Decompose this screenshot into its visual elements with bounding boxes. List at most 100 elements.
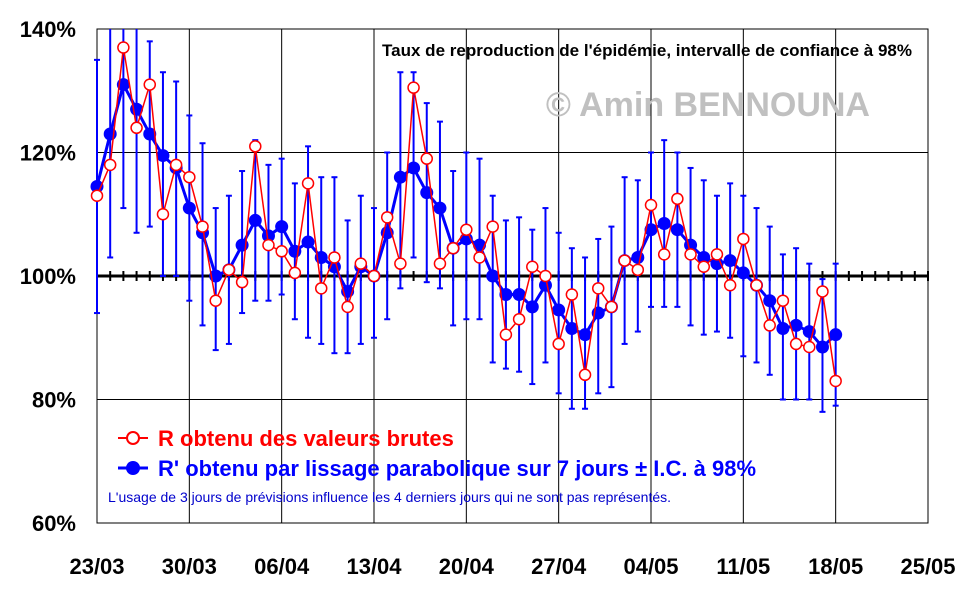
raw-point: [262, 238, 275, 252]
smooth-point: [697, 250, 711, 264]
raw-point: [552, 337, 565, 351]
plot-area: [90, 28, 929, 524]
raw-point: [90, 189, 104, 202]
raw-point: [183, 170, 196, 184]
smooth-point: [538, 278, 552, 292]
raw-point: [829, 374, 842, 388]
legend-smooth-label: R' obtenu par lissage parabolique sur 7 …: [158, 456, 756, 481]
raw-point: [156, 208, 170, 221]
smooth-point: [657, 217, 671, 231]
smooth-point: [261, 229, 275, 243]
smooth-point: [763, 294, 777, 308]
smooth-point: [248, 213, 262, 227]
smooth-point: [499, 288, 513, 302]
raw-point: [301, 177, 315, 190]
x-tick-label: 11/05: [716, 554, 770, 579]
raw-point: [420, 152, 434, 165]
raw-point: [341, 300, 354, 314]
raw-point: [460, 223, 473, 236]
y-tick-label: 140%: [20, 17, 76, 42]
smooth-point: [143, 127, 157, 141]
raw-point: [539, 269, 552, 283]
legend: R obtenu des valeurs brutes R' obtenu pa…: [108, 426, 756, 505]
raw-point: [591, 282, 605, 295]
smooth-point: [578, 328, 592, 342]
raw-point: [605, 300, 618, 314]
x-tick-label: 04/05: [623, 554, 678, 579]
raw-point: [565, 288, 579, 301]
y-tick-label: 60%: [32, 511, 76, 536]
raw-point: [367, 269, 381, 283]
raw-point: [407, 81, 420, 94]
raw-point: [394, 257, 407, 270]
raw-point: [776, 294, 790, 307]
raw-point: [526, 260, 539, 273]
raw-point: [446, 241, 460, 255]
raw-point: [222, 263, 236, 277]
raw-point: [235, 275, 249, 289]
smooth-point: [829, 328, 843, 342]
raw-point: [723, 279, 737, 292]
x-tick-label: 27/04: [531, 554, 587, 579]
y-tick-label: 80%: [32, 388, 76, 413]
raw-point: [328, 251, 341, 264]
smooth-point: [789, 318, 803, 332]
raw-point: [816, 285, 829, 298]
raw-point: [103, 158, 117, 172]
smooth-point: [407, 161, 421, 175]
raw-point: [631, 263, 645, 277]
raw-point: [684, 248, 697, 261]
series-raw: [90, 41, 842, 388]
raw-point: [789, 337, 803, 351]
raw-point: [697, 260, 711, 273]
raw-point: [117, 41, 130, 54]
x-tick-label: 13/04: [346, 554, 402, 579]
smooth-point: [736, 266, 750, 280]
smooth-point: [156, 149, 170, 163]
raw-point: [750, 279, 763, 292]
raw-point: [249, 140, 262, 153]
legend-smooth-entry: R' obtenu par lissage parabolique sur 7 …: [118, 456, 756, 481]
legend-raw-marker: [126, 431, 140, 445]
raw-point: [169, 158, 183, 172]
raw-point: [196, 220, 209, 233]
legend-raw-entry: R obtenu des valeurs brutes: [118, 426, 454, 451]
raw-point: [433, 257, 447, 270]
raw-point: [275, 245, 288, 258]
x-tick-label: 20/04: [439, 554, 495, 579]
raw-point: [209, 294, 222, 307]
smooth-point: [393, 170, 407, 184]
raw-point: [644, 198, 658, 212]
raw-point: [130, 121, 143, 135]
x-tick-label: 25/05: [900, 554, 955, 579]
smooth-point: [565, 321, 579, 335]
watermark: © Amin BENNOUNA: [546, 86, 870, 124]
y-axis-ticks: 60% 80% 100% 120% 140%: [20, 17, 76, 536]
legend-raw-label: R obtenu des valeurs brutes: [158, 426, 454, 451]
smooth-point: [301, 235, 315, 249]
raw-point: [380, 211, 394, 224]
raw-point: [763, 319, 776, 332]
smooth-point: [644, 223, 658, 237]
chart-title: Taux de reproduction de l'épidémie, inte…: [382, 41, 912, 60]
raw-point: [618, 254, 631, 267]
raw-point: [737, 232, 750, 246]
raw-point: [143, 78, 157, 91]
smooth-point: [486, 269, 500, 283]
smooth-point: [552, 303, 566, 317]
x-tick-label: 06/04: [254, 554, 310, 579]
legend-smooth-marker: [126, 461, 140, 475]
x-tick-label: 23/03: [69, 554, 124, 579]
raw-point: [473, 251, 486, 264]
x-axis-ticks: 23/03 30/03 06/04 13/04 20/04 27/04 04/05 11/05…: [69, 554, 955, 579]
y-tick-label: 120%: [20, 141, 76, 166]
raw-point: [710, 248, 724, 261]
raw-point: [671, 192, 684, 206]
raw-point: [578, 368, 592, 382]
smooth-point: [525, 300, 539, 314]
smooth-point: [182, 201, 196, 215]
x-tick-label: 30/03: [162, 554, 217, 579]
smooth-point: [670, 223, 684, 237]
smooth-point: [512, 288, 526, 302]
